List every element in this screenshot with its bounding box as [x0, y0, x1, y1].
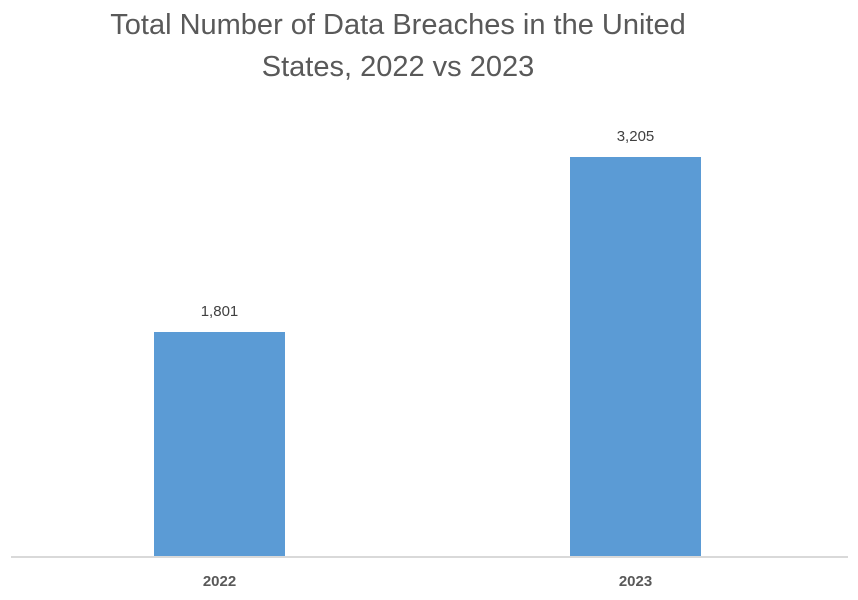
chart-title: Total Number of Data Breaches in the Uni… — [0, 4, 796, 88]
bar-2022 — [154, 331, 285, 556]
x-axis-line — [11, 556, 848, 558]
x-tick-label-2022: 2022 — [202, 573, 237, 590]
data-label-2023: 3,205 — [616, 128, 655, 145]
chart-title-line-2: States, 2022 vs 2023 — [261, 51, 535, 83]
data-label-2022: 1,801 — [200, 302, 239, 320]
bar-2023 — [570, 157, 701, 556]
x-tick-label-2023: 2023 — [618, 573, 653, 590]
chart-title-line-1: Total Number of Data Breaches in the Uni… — [110, 9, 686, 41]
